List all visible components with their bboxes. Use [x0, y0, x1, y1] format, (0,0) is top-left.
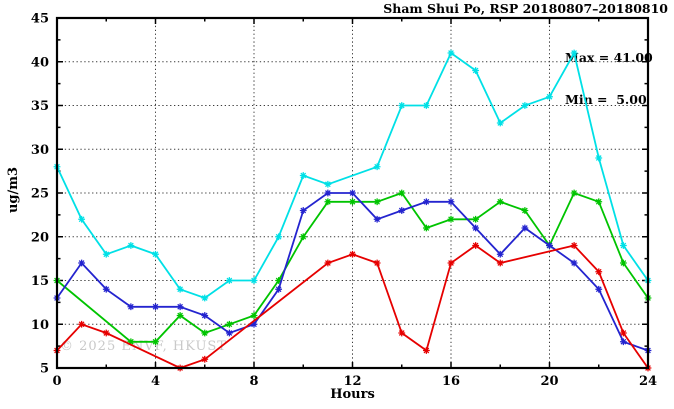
x-tick-label: 24: [639, 374, 657, 389]
series-cyan-line: [56, 50, 649, 300]
x-tick-label: 16: [442, 374, 460, 389]
x-tick-label: 4: [151, 374, 160, 389]
y-tick-label: 10: [31, 318, 49, 333]
x-tick-label: 20: [540, 374, 558, 389]
x-tick-label: 0: [52, 374, 61, 389]
series-green-markers: [53, 189, 652, 346]
y-tick-label: 25: [31, 187, 49, 202]
y-tick-label: 15: [31, 274, 49, 289]
y-tick-label: 40: [31, 55, 49, 70]
y-tick-label: 30: [31, 143, 49, 158]
plot-frame: [55, 16, 650, 370]
x-tick-label: 8: [249, 374, 258, 389]
x-tick-label: 12: [343, 374, 361, 389]
y-tick-label: 35: [31, 99, 49, 114]
x-axis-label: Hours: [330, 387, 375, 402]
chart-title: Sham Shui Po, RSP 20180807–20180810: [383, 1, 668, 16]
y-tick-label: 45: [31, 12, 49, 27]
y-tick-label: 20: [31, 230, 49, 245]
y-tick-label: 5: [40, 362, 49, 377]
